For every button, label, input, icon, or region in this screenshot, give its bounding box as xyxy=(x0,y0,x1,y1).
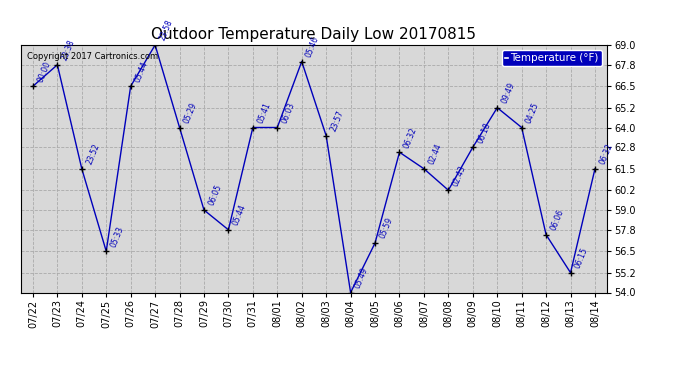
Text: 09:49: 09:49 xyxy=(500,81,517,105)
Text: 23:52: 23:52 xyxy=(85,142,101,166)
Text: 06:05: 06:05 xyxy=(207,183,224,207)
Text: 05:44: 05:44 xyxy=(133,60,150,84)
Text: 06:06: 06:06 xyxy=(549,208,566,232)
Text: 05:46: 05:46 xyxy=(304,35,321,59)
Text: Copyright 2017 Cartronics.com: Copyright 2017 Cartronics.com xyxy=(26,53,158,62)
Text: 04:25: 04:25 xyxy=(524,101,541,125)
Text: 05:29: 05:29 xyxy=(182,101,199,125)
Text: 06:15: 06:15 xyxy=(573,246,590,270)
Text: 23:58: 23:58 xyxy=(158,19,175,42)
Text: 05:41: 05:41 xyxy=(255,101,272,125)
Text: 23:38: 23:38 xyxy=(60,39,77,62)
Text: 05:44: 05:44 xyxy=(231,203,248,227)
Title: Outdoor Temperature Daily Low 20170815: Outdoor Temperature Daily Low 20170815 xyxy=(151,27,477,42)
Text: 06:18: 06:18 xyxy=(475,121,492,144)
Text: 05:33: 05:33 xyxy=(109,225,126,249)
Text: 05:49: 05:49 xyxy=(353,266,370,290)
Text: 06:32: 06:32 xyxy=(598,142,614,166)
Text: 05:59: 05:59 xyxy=(378,216,395,240)
Text: 06:03: 06:03 xyxy=(280,101,297,125)
Text: 23:57: 23:57 xyxy=(329,110,346,133)
Text: 06:32: 06:32 xyxy=(402,126,419,150)
Text: 00:00: 00:00 xyxy=(36,60,52,84)
Legend: Temperature (°F): Temperature (°F) xyxy=(502,50,602,66)
Text: 02:43: 02:43 xyxy=(451,164,468,188)
Text: 02:44: 02:44 xyxy=(426,142,443,166)
